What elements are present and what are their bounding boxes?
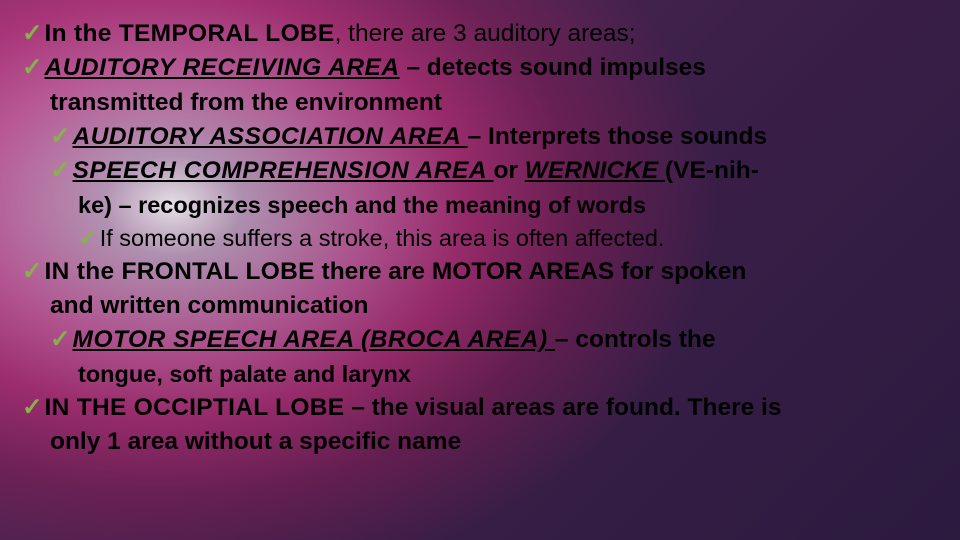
title-speech-comprehension: SPEECH COMPREHENSION AREA: [73, 157, 494, 184]
check-icon: ✓: [22, 20, 43, 47]
text-occipital-rest: – the visual areas are found. There is: [344, 394, 781, 421]
text-motor-speech-desc: – controls the: [555, 326, 716, 353]
text-frontal-rest: there are MOTOR AREAS for spoken: [315, 258, 747, 285]
text-auditory-receiving-cont: transmitted from the environment: [22, 87, 930, 119]
text-auditory-receiving-desc: – detects sound impulses: [400, 54, 706, 81]
check-icon: ✓: [22, 258, 43, 285]
text-temporal-heavy: In the TEMPORAL LOBE: [45, 20, 335, 47]
title-wernicke: WERNICKE: [525, 157, 665, 184]
title-auditory-association: AUDITORY ASSOCIATION AREA: [73, 123, 468, 150]
check-icon: ✓: [22, 54, 43, 81]
text-stroke: If someone suffers a stroke, this area i…: [100, 225, 665, 251]
title-motor-speech: MOTOR SPEECH AREA (BROCA AREA): [73, 326, 555, 353]
text-frontal-cont: and written communication: [22, 290, 930, 322]
check-icon: ✓: [78, 225, 98, 251]
text-motor-speech-cont: tongue, soft palate and larynx: [22, 359, 930, 390]
bullet-frontal-lobe: ✓IN the FRONTAL LOBE there are MOTOR ARE…: [22, 256, 930, 288]
check-icon: ✓: [50, 326, 71, 353]
bullet-occipital-lobe: ✓IN THE OCCIPTIAL LOBE – the visual area…: [22, 392, 930, 424]
text-or: or: [493, 157, 524, 184]
bullet-auditory-receiving: ✓AUDITORY RECEIVING AREA – detects sound…: [22, 52, 930, 84]
text-auditory-association-desc: – Interprets those sounds: [468, 123, 768, 150]
text-temporal-rest: , there are 3 auditory areas;: [335, 20, 636, 47]
check-icon: ✓: [50, 123, 71, 150]
bullet-temporal-lobe: ✓In the TEMPORAL LOBE, there are 3 audit…: [22, 18, 930, 50]
title-auditory-receiving: AUDITORY RECEIVING AREA: [45, 54, 400, 81]
text-frontal-heavy: IN the FRONTAL LOBE: [45, 258, 315, 285]
text-wernicke-pron2: ke) – recognizes speech and the meaning …: [22, 190, 930, 221]
text-occipital-cont: only 1 area without a specific name: [22, 426, 930, 458]
check-icon: ✓: [22, 394, 43, 421]
bullet-motor-speech: ✓MOTOR SPEECH AREA (BROCA AREA) – contro…: [22, 324, 930, 356]
bullet-auditory-association: ✓AUDITORY ASSOCIATION AREA – Interprets …: [22, 121, 930, 153]
slide: ✓In the TEMPORAL LOBE, there are 3 audit…: [0, 0, 960, 540]
bullet-speech-comprehension: ✓SPEECH COMPREHENSION AREA or WERNICKE (…: [22, 155, 930, 187]
bullet-stroke: ✓If someone suffers a stroke, this area …: [22, 223, 930, 254]
text-wernicke-pron1: (VE-nih-: [665, 157, 759, 184]
check-icon: ✓: [50, 157, 71, 184]
text-occipital-heavy: IN THE OCCIPTIAL LOBE: [45, 394, 345, 421]
